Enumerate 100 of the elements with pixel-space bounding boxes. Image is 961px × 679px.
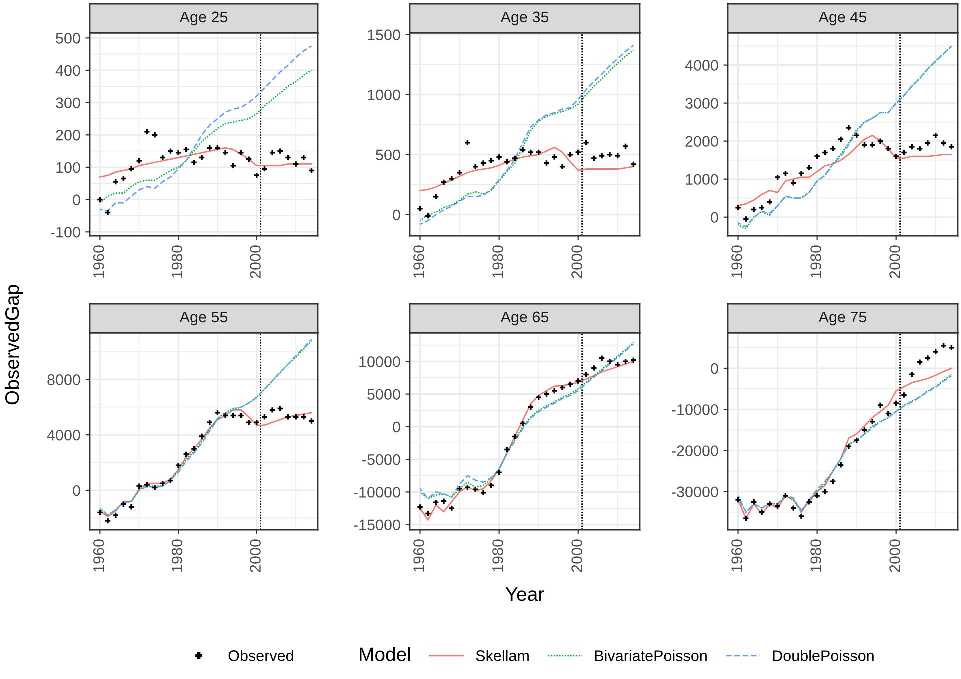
point [293,414,299,420]
y-tick-label: 100 [56,162,80,174]
point [512,156,518,162]
point [222,413,228,418]
point [607,152,613,158]
point [113,179,118,185]
point [544,160,550,166]
point [309,168,314,174]
point [615,153,620,159]
chart-title: Age 55 [180,312,228,326]
point [576,150,581,156]
point [238,150,244,156]
point [418,206,423,212]
point [878,138,884,144]
point [98,197,103,202]
point [238,413,244,418]
chart-title: Age 65 [500,312,549,326]
point [854,133,860,138]
point [886,411,892,416]
point [192,160,197,166]
x-tick-label: 2000 [572,246,582,278]
legend-label: Skellam [476,650,529,662]
point [480,160,486,166]
point [128,166,134,172]
point [568,382,574,388]
x-tick-label: 1960 [414,540,424,572]
point [751,207,757,212]
point [736,497,741,503]
point [254,420,260,426]
point [862,428,868,433]
line-series [99,409,312,518]
point [176,150,182,156]
point [270,408,276,413]
x-tick-label: 2000 [890,540,900,572]
point [286,155,291,160]
x-tick-label: 1980 [172,246,183,278]
y-tick-label: 200 [56,130,80,141]
y-tick-label: 1500 [368,30,400,40]
point [949,144,954,150]
point [176,462,182,468]
y-tick-label: 0 [393,210,400,221]
point [418,504,423,510]
point [862,142,868,148]
point [488,158,494,164]
point [496,470,502,476]
point [309,418,314,424]
point [184,147,189,152]
point [473,164,478,170]
x-tick-label: 1980 [172,540,183,572]
point [576,378,581,384]
point [631,162,636,168]
y-tick-label: 4000 [47,430,80,441]
point [791,180,796,186]
point [846,444,852,450]
point [814,493,820,499]
point [246,156,252,162]
point [783,493,788,499]
point [933,349,938,355]
point [599,356,605,361]
point [806,500,812,505]
y-tick-label: 2000 [686,136,718,148]
point [262,166,268,172]
y-tick-label: 0 [393,422,400,433]
point [536,150,542,156]
point [599,153,605,159]
point [222,150,228,156]
point [488,483,494,488]
y-tick-label: 5000 [368,389,400,400]
y-tick-label: 400 [56,65,80,76]
point [473,486,478,492]
point [207,145,212,151]
point [449,176,454,182]
point [136,158,142,164]
x-tick-label: 2000 [250,540,261,572]
legend-label: DoublePoisson [773,650,874,662]
legend-label: Observed [228,650,294,662]
point [759,510,765,515]
chart-title: Age 45 [818,12,867,26]
point [838,136,844,142]
point [262,414,268,420]
point [301,155,306,160]
x-tick-label: 1980 [810,540,822,572]
point [941,140,946,146]
point [949,345,954,351]
point [144,482,150,488]
x-tick-label: 2000 [250,246,261,278]
point [941,343,946,348]
point [744,216,749,222]
point [870,419,876,425]
point [121,176,126,182]
point [105,518,111,524]
x-tick-label: 1960 [732,540,742,572]
y-tick-label: 1000 [686,174,718,186]
point [465,140,470,146]
point [152,132,158,138]
x-tick-label: 2000 [572,540,582,572]
point [480,490,486,496]
point [121,502,126,507]
point [113,512,118,518]
point [160,155,166,160]
